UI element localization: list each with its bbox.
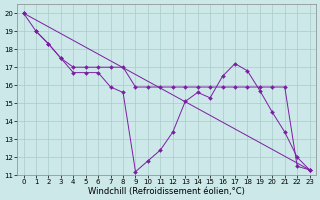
X-axis label: Windchill (Refroidissement éolien,°C): Windchill (Refroidissement éolien,°C) (88, 187, 245, 196)
